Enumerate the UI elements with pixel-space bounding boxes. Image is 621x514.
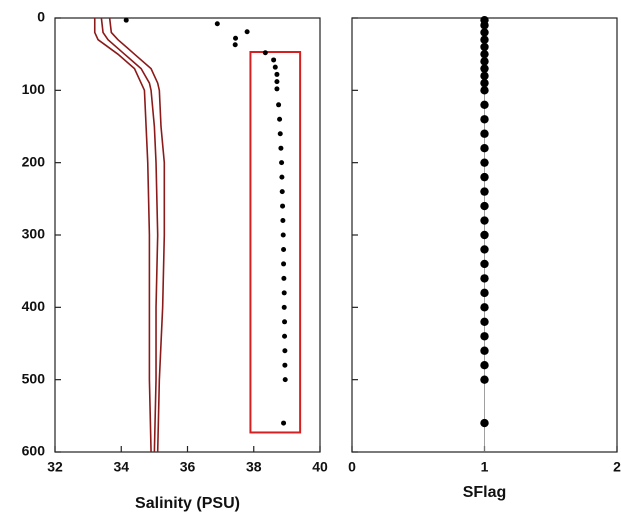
y-tick-label: 100 <box>22 81 46 97</box>
data-point <box>282 362 288 368</box>
data-point <box>280 203 286 209</box>
x-axis-label: Salinity (PSU) <box>135 495 240 512</box>
data-point <box>480 216 489 225</box>
y-tick-label: 0 <box>37 9 45 25</box>
data-point <box>480 361 489 370</box>
x-tick-label: 40 <box>312 459 328 475</box>
data-point <box>480 230 489 240</box>
x-tick-label: 34 <box>113 459 129 475</box>
data-point <box>214 21 220 27</box>
data-point <box>272 64 278 70</box>
x-tick-label: 2 <box>613 459 621 475</box>
y-tick-label: 600 <box>22 443 46 459</box>
data-point <box>480 86 489 95</box>
data-point <box>480 49 489 59</box>
data-point <box>271 57 277 63</box>
profile-line <box>108 17 166 453</box>
data-point <box>480 144 489 153</box>
data-point <box>480 100 489 110</box>
data-point <box>480 274 489 283</box>
data-point <box>480 64 489 73</box>
data-point <box>480 375 489 384</box>
data-point <box>280 232 286 238</box>
data-point <box>281 246 287 252</box>
data-point <box>281 420 287 426</box>
y-tick-label: 400 <box>22 298 46 314</box>
data-point <box>480 158 489 167</box>
data-point <box>281 304 287 310</box>
data-point <box>233 35 239 41</box>
data-point <box>277 131 283 137</box>
data-point <box>281 275 287 281</box>
data-point <box>480 346 489 355</box>
data-point <box>279 189 285 195</box>
y-tick-label: 200 <box>22 153 46 169</box>
data-point <box>279 160 285 166</box>
data-point <box>274 71 280 77</box>
data-point <box>277 116 283 122</box>
data-point <box>282 377 288 383</box>
x-tick-label: 32 <box>47 459 63 475</box>
data-point <box>282 319 288 325</box>
profile-line <box>93 18 152 453</box>
data-point <box>282 333 288 339</box>
data-point <box>232 42 238 48</box>
data-point <box>480 172 489 182</box>
data-point <box>282 348 288 354</box>
data-point <box>281 290 287 296</box>
data-point <box>262 50 268 56</box>
data-point <box>281 261 287 267</box>
x-tick-label: 38 <box>246 459 262 475</box>
data-point <box>480 129 489 138</box>
highlight-box <box>249 50 302 434</box>
data-point <box>279 174 285 180</box>
data-point <box>278 145 284 151</box>
data-point <box>480 42 489 52</box>
data-point <box>274 86 280 92</box>
data-point <box>480 245 489 254</box>
data-point <box>480 78 489 88</box>
profile-line <box>100 17 159 453</box>
data-point <box>280 218 286 224</box>
plot-frame <box>54 17 321 453</box>
data-point <box>480 21 489 30</box>
x-tick-label: 1 <box>481 459 489 475</box>
data-point <box>274 79 280 85</box>
data-point <box>480 288 489 298</box>
x-tick-label: 0 <box>348 459 356 475</box>
data-point <box>480 35 489 44</box>
data-point <box>480 303 489 312</box>
data-point <box>480 28 489 37</box>
data-point <box>480 332 489 341</box>
data-point <box>480 201 489 211</box>
data-point <box>480 57 489 66</box>
y-tick-label: 300 <box>22 226 46 242</box>
data-point <box>123 17 129 23</box>
x-axis-label: SFlag <box>463 484 507 501</box>
data-point <box>480 71 489 81</box>
x-tick-label: 36 <box>180 459 196 475</box>
data-point <box>276 102 282 108</box>
data-point <box>480 187 489 196</box>
data-point <box>480 259 489 269</box>
data-point <box>244 29 250 35</box>
data-point <box>480 115 489 124</box>
y-tick-label: 500 <box>22 370 46 386</box>
data-point <box>480 418 489 428</box>
data-point <box>480 317 489 326</box>
